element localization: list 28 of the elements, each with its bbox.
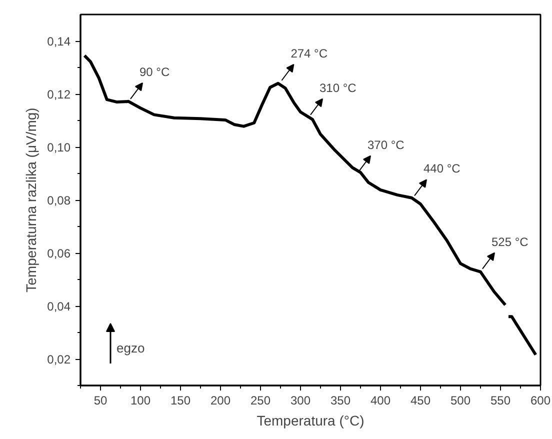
x-tick-label: 550 bbox=[490, 394, 511, 408]
y-tick-label: 0,10 bbox=[47, 140, 71, 154]
y-tick-label: 0,12 bbox=[47, 88, 71, 102]
x-tick-label: 450 bbox=[410, 394, 431, 408]
y-tick-label: 0,08 bbox=[47, 194, 71, 208]
y-axis-title: Temperaturna razlika (μV/mg) bbox=[23, 108, 40, 292]
annotation: 440 °C bbox=[424, 162, 461, 176]
x-tick-label: 400 bbox=[370, 394, 391, 408]
y-tick-label: 0,14 bbox=[47, 34, 71, 48]
x-tick-label: 300 bbox=[290, 394, 311, 408]
x-axis-title: Temperatura (°C) bbox=[256, 412, 364, 428]
x-tick-label: 150 bbox=[170, 394, 191, 408]
x-tick-label: 50 bbox=[94, 394, 108, 408]
x-tick-label: 350 bbox=[330, 394, 351, 408]
annotation: egzo bbox=[116, 340, 145, 356]
x-tick-label: 250 bbox=[250, 394, 271, 408]
y-tick-label: 0,02 bbox=[47, 352, 71, 366]
annotation: 370 °C bbox=[368, 138, 405, 152]
x-tick-label: 600 bbox=[530, 394, 551, 408]
annotation: 525 °C bbox=[492, 234, 529, 249]
x-tick-label: 100 bbox=[130, 394, 151, 408]
x-tick-label: 500 bbox=[450, 394, 471, 408]
annotation: 310 °C bbox=[320, 80, 357, 95]
annotation: 274 °C bbox=[290, 46, 328, 60]
x-tick-label: 200 bbox=[210, 394, 231, 408]
y-tick-label: 0,04 bbox=[47, 300, 71, 314]
y-tick-label: 0,06 bbox=[47, 246, 71, 260]
annotation: 90 °C bbox=[140, 64, 170, 79]
